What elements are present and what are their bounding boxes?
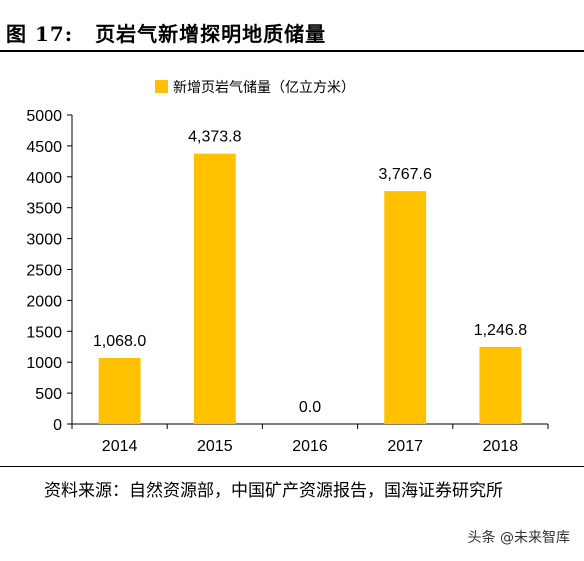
- x-tick-label: 2018: [483, 438, 519, 455]
- x-tick-label: 2016: [292, 438, 328, 455]
- legend-swatch: [155, 80, 168, 93]
- bar: [193, 153, 236, 424]
- data-label: 1,068.0: [93, 333, 146, 350]
- watermark: 头条 @未来智库: [467, 530, 570, 546]
- title-rule: [0, 50, 584, 52]
- y-tick-label: 4500: [26, 139, 62, 156]
- source-note: 资料来源：自然资源部，中国矿产资源报告，国海证券研究所: [44, 481, 503, 501]
- y-tick-label: 2500: [26, 263, 62, 280]
- bar-chart: 新增页岩气储量（亿立方米） 0 500 1000 1500 2000 2500 3000 350…: [26, 79, 549, 455]
- data-label: 3,767.6: [379, 166, 432, 183]
- x-tick-label: 2017: [387, 438, 423, 455]
- y-tick-label: 0: [53, 417, 62, 434]
- figure-number: 图 17:: [6, 22, 74, 46]
- x-tick-label: 2015: [197, 438, 233, 455]
- y-tick-label: 3000: [26, 232, 62, 249]
- bar: [479, 346, 522, 424]
- y-tick-label: 500: [35, 386, 62, 403]
- y-tick-label: 2000: [26, 293, 62, 310]
- y-tick-label: 5000: [26, 108, 62, 125]
- x-tick-label: 2014: [102, 438, 138, 455]
- y-tick-label: 3500: [26, 201, 62, 218]
- data-label: 1,246.8: [474, 322, 527, 339]
- source-rule: [0, 466, 584, 467]
- y-tick-label: 1500: [26, 324, 62, 341]
- data-label: 4,373.8: [188, 129, 241, 146]
- bar: [384, 191, 427, 424]
- y-tick-label: 1000: [26, 355, 62, 372]
- data-label: 0.0: [299, 399, 321, 416]
- figure-name: 页岩气新增探明地质储量: [95, 22, 327, 46]
- y-tick-label: 4000: [26, 170, 62, 187]
- legend-label: 新增页岩气储量（亿立方米）: [173, 79, 355, 95]
- chart-area: 新增页岩气储量（亿立方米） 0 500 1000 1500 2000 2500 3000 350…: [0, 52, 584, 462]
- bar: [98, 357, 141, 424]
- figure-title: 图 17: 页岩气新增探明地质储量: [6, 18, 326, 47]
